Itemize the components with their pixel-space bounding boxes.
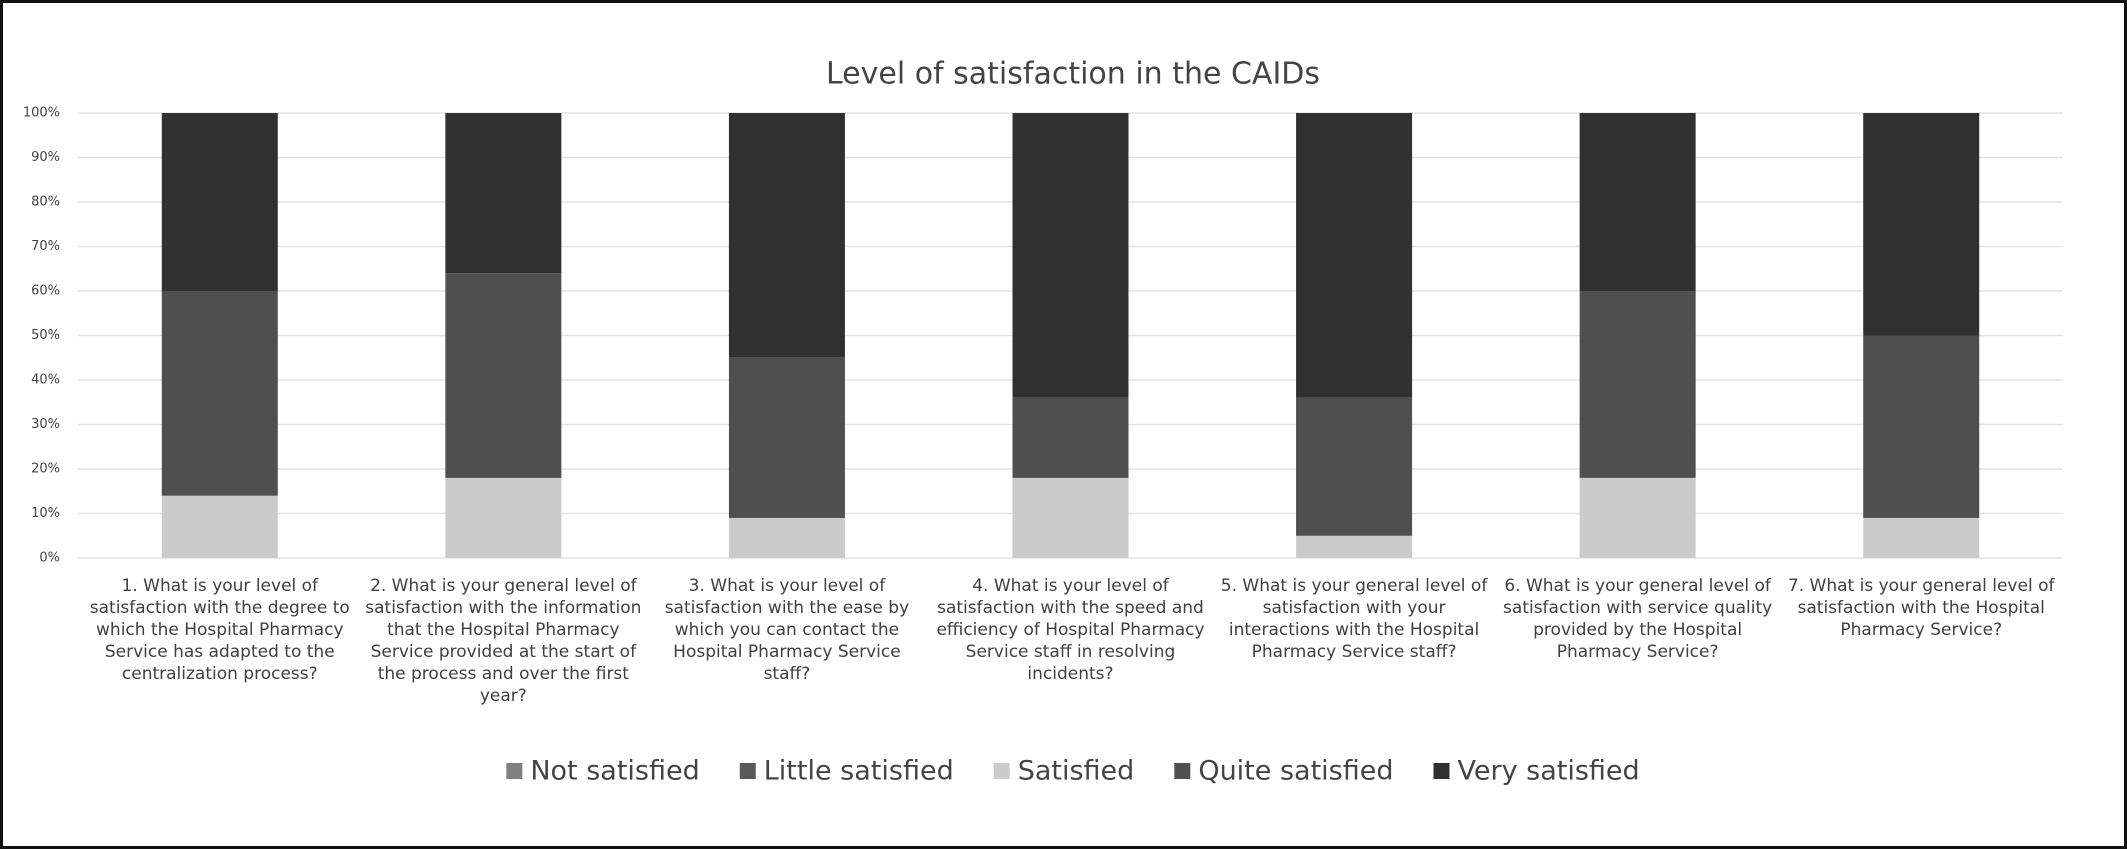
- bar-segment: [445, 477, 562, 558]
- x-tick-label: 7. What is your general level of satisfa…: [1787, 576, 2055, 640]
- y-tick-label: 0%: [39, 551, 60, 566]
- y-tick-label: 30%: [31, 417, 60, 432]
- bar-segment: [728, 113, 845, 358]
- legend-swatch: [993, 763, 1010, 779]
- bar-segment: [161, 113, 278, 291]
- legend-label: Satisfied: [1018, 756, 1135, 787]
- bar-segment: [1863, 335, 1980, 518]
- x-tick-label: 3. What is your level of satisfaction wi…: [664, 576, 910, 684]
- y-tick-label: 20%: [31, 462, 60, 477]
- bar-segment: [1296, 535, 1413, 558]
- chart: Level of satisfaction in the CAIDs 0% 10%…: [23, 57, 2063, 787]
- x-tick-label: 2. What is your general level of satisfa…: [365, 576, 642, 706]
- y-tick-label: 80%: [31, 195, 60, 210]
- bar-segment: [1579, 291, 1696, 478]
- y-tick-label: 10%: [31, 506, 60, 521]
- y-tick-label: 100%: [23, 106, 60, 121]
- legend-swatch: [1174, 763, 1191, 779]
- y-tick-label: 90%: [31, 150, 60, 165]
- bar-segment: [1579, 113, 1696, 291]
- bar-segment: [728, 517, 845, 558]
- y-tick-label: 60%: [31, 284, 60, 299]
- bar-segment: [1296, 113, 1413, 398]
- legend-label: Quite satisfied: [1198, 756, 1393, 787]
- legend-label: Little satisfied: [764, 756, 954, 787]
- bar-segment: [445, 113, 562, 274]
- chart-title: Level of satisfaction in the CAIDs: [826, 57, 1320, 92]
- bar-segment: [728, 357, 845, 518]
- bar-segment: [1012, 477, 1129, 558]
- legend-label: Very satisfied: [1457, 756, 1639, 787]
- bar-segment: [445, 273, 562, 478]
- legend-swatch: [506, 763, 523, 779]
- legend-label: Not satisfied: [530, 756, 699, 787]
- x-tick-label: 5. What is your general level of satisfa…: [1220, 576, 1488, 662]
- bar-segment: [1863, 113, 1980, 336]
- bar-segment: [1579, 477, 1696, 558]
- x-tick-label: 1. What is your level of satisfaction wi…: [89, 576, 350, 684]
- x-tick-label: 6. What is your general level of satisfa…: [1503, 576, 1773, 662]
- bar-segment: [1296, 397, 1413, 536]
- legend-swatch: [739, 763, 756, 779]
- y-tick-label: 40%: [31, 373, 60, 388]
- y-tick-label: 50%: [31, 328, 60, 343]
- legend: Not satisfied Little satisfied Satisfied Qu…: [506, 756, 1640, 787]
- legend-swatch: [1433, 763, 1450, 779]
- bar-segment: [1012, 113, 1129, 398]
- bar-segment: [1012, 397, 1129, 478]
- bar-segment: [1863, 517, 1980, 558]
- x-tick-label: 4. What is your level of satisfaction wi…: [936, 576, 1205, 684]
- bar-segment: [161, 291, 278, 496]
- y-tick-label: 70%: [31, 239, 60, 254]
- bar-segment: [161, 495, 278, 558]
